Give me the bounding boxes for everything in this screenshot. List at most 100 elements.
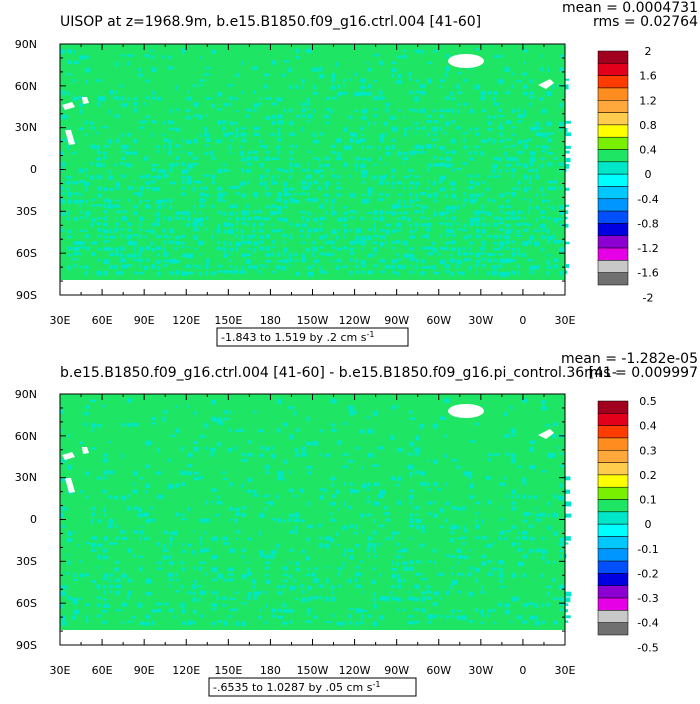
anomaly-cell xyxy=(73,609,79,615)
anomaly-cell xyxy=(456,507,461,511)
anomaly-cell xyxy=(96,596,102,599)
anomaly-cell xyxy=(73,602,78,605)
anomaly-cell xyxy=(349,240,355,245)
anomaly-cell xyxy=(66,180,71,185)
lon-label: 60E xyxy=(92,314,113,327)
anomaly-cell xyxy=(163,240,167,245)
anomaly-cell xyxy=(528,223,532,227)
anomaly-cell xyxy=(546,265,552,269)
anomaly-cell xyxy=(324,156,330,160)
anomaly-cell xyxy=(498,157,502,162)
anomaly-cell xyxy=(355,264,359,269)
anomaly-cell xyxy=(331,246,336,249)
anomaly-cell xyxy=(499,258,506,264)
anomaly-cell xyxy=(90,399,96,403)
anomaly-cell xyxy=(103,573,109,578)
anomaly-cell xyxy=(330,109,333,114)
anomaly-cell xyxy=(163,144,166,150)
anomaly-cell xyxy=(391,536,394,541)
anomaly-cell xyxy=(307,181,312,186)
anomaly-cell xyxy=(264,561,271,565)
anomaly-cell xyxy=(270,133,275,136)
anomaly-cell xyxy=(121,602,127,607)
anomaly-cell xyxy=(559,240,563,243)
anomaly-cell xyxy=(516,252,521,256)
anomaly-cell xyxy=(408,501,412,505)
anomaly-cell xyxy=(252,579,257,584)
anomaly-cell xyxy=(391,73,394,78)
anomaly-cell xyxy=(72,96,78,101)
anomaly-cell xyxy=(234,507,241,512)
colorbar-swatch xyxy=(597,400,629,414)
anomaly-cell xyxy=(360,78,366,84)
anomaly-cell xyxy=(414,620,420,624)
anomaly-cell xyxy=(540,210,545,214)
anomaly-cell xyxy=(97,186,102,191)
anomaly-cell xyxy=(277,114,283,120)
anomaly-cell xyxy=(288,253,292,258)
anomaly-cell xyxy=(66,175,72,179)
anomaly-cell xyxy=(342,91,347,95)
anomaly-cell xyxy=(510,501,515,506)
anomaly-cell xyxy=(391,145,395,150)
anomaly-cell xyxy=(541,132,548,138)
anomaly-cell xyxy=(523,512,529,517)
anomaly-cell xyxy=(397,151,402,157)
anomaly-cell xyxy=(253,90,256,95)
anomaly-cell xyxy=(408,247,414,251)
anomaly-cell xyxy=(427,252,433,256)
colorbar-label: 0.5 xyxy=(639,395,657,408)
anomaly-cell xyxy=(289,620,293,624)
range-text: -1.843 to 1.519 by .2 cm s-1 xyxy=(221,330,374,344)
anomaly-cell xyxy=(127,240,134,246)
anomaly-cell xyxy=(66,49,72,54)
anomaly-cell xyxy=(391,271,397,274)
anomaly-cell xyxy=(348,620,353,625)
anomaly-cell xyxy=(91,548,97,553)
anomaly-cell xyxy=(114,228,119,233)
anomaly-cell xyxy=(91,507,96,511)
anomaly-cell xyxy=(438,488,441,491)
anomaly-cell xyxy=(421,596,426,602)
anomaly-cell xyxy=(492,163,498,169)
anomaly-cell xyxy=(175,590,179,593)
anomaly-cell xyxy=(229,139,234,142)
anomaly-cell xyxy=(565,210,569,214)
anomaly-cell xyxy=(426,114,432,118)
colorbar-swatch xyxy=(597,523,629,537)
anomaly-cell xyxy=(73,49,76,55)
anomaly-cell xyxy=(163,234,168,239)
anomaly-cell xyxy=(372,579,376,584)
anomaly-cell xyxy=(379,235,384,239)
anomaly-cell xyxy=(235,127,239,133)
anomaly-cell xyxy=(271,204,277,208)
anomaly-cell xyxy=(396,542,400,546)
anomaly-cell xyxy=(175,428,180,433)
anomaly-cell xyxy=(414,96,419,102)
anomaly-cell xyxy=(252,210,257,214)
anomaly-cell xyxy=(450,247,456,252)
anomaly-cell xyxy=(247,234,254,239)
anomaly-cell xyxy=(174,144,181,148)
anomaly-cell xyxy=(259,235,264,240)
anomaly-cell xyxy=(307,228,312,233)
anomaly-cell xyxy=(181,608,186,614)
anomaly-cell xyxy=(475,198,478,202)
anomaly-cell xyxy=(199,590,206,595)
anomaly-cell xyxy=(61,228,65,233)
anomaly-cell xyxy=(463,471,470,476)
anomaly-cell xyxy=(379,60,383,66)
anomaly-cell xyxy=(169,168,173,173)
anomaly-cell xyxy=(289,434,294,440)
anomaly-cell xyxy=(391,139,396,142)
anomaly-cell xyxy=(85,405,90,409)
anomaly-cell xyxy=(277,615,284,619)
anomaly-cell xyxy=(450,271,454,277)
anomaly-cell xyxy=(90,175,94,180)
lon-label: 90E xyxy=(134,664,155,677)
anomaly-cell xyxy=(493,542,497,545)
anomaly-cell xyxy=(198,597,201,602)
anomaly-cell xyxy=(90,423,96,428)
anomaly-cell xyxy=(462,162,468,165)
anomaly-cell xyxy=(498,222,504,225)
